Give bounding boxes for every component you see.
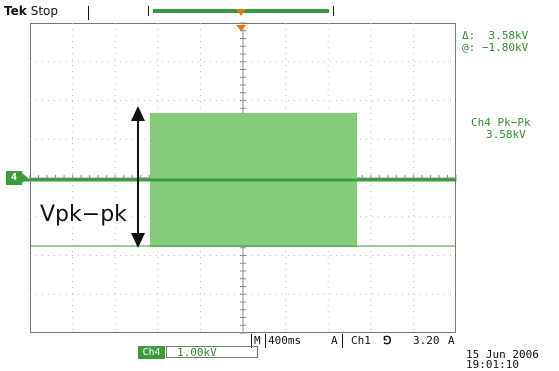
at-value: −1.80kV — [481, 41, 529, 54]
date-time-stamp: 15 Jun 2006 19:01:10 — [466, 348, 539, 371]
channel-volts-per-div[interactable]: 1.00kV — [166, 346, 258, 359]
brand-logo: Tek — [4, 4, 27, 18]
vpk-arrow-head-bottom — [131, 233, 145, 248]
trigger-level-units: A — [448, 334, 455, 347]
trigger-source[interactable]: Ch1 — [351, 334, 371, 347]
acquisition-state: Stop — [30, 4, 58, 18]
measurement-value: 3.58kV — [486, 128, 526, 141]
channel-badge[interactable]: Ch4 — [138, 346, 165, 359]
channel-4-ground-marker[interactable]: 4 — [6, 171, 28, 185]
trigger-level[interactable]: 3.20 — [413, 334, 440, 347]
trigger-slope-icon: ⅁ — [383, 334, 392, 347]
timebase-value[interactable]: 400ms — [268, 334, 302, 347]
delta-label: Δ: — [462, 29, 476, 42]
delta-value: 3.58kV — [488, 29, 529, 42]
status-divider — [251, 334, 252, 348]
cursor-delta-readout: Δ: 3.58kV — [462, 30, 528, 42]
header-separator — [88, 6, 89, 20]
time-text: 19:01:10 — [466, 358, 519, 371]
status-divider — [265, 334, 266, 348]
horizontal-mode: M — [254, 334, 261, 347]
trigger-letter: A — [331, 334, 338, 347]
brand-state: Tek Stop — [4, 4, 58, 18]
trigger-position-marker — [236, 9, 246, 16]
vpk-arrow-head-top — [131, 106, 145, 121]
status-divider — [342, 334, 343, 348]
at-label: @: — [462, 41, 476, 54]
vpk-annotation-label: Vpk−pk — [38, 202, 129, 227]
top-status-bar: Tek Stop — [0, 0, 559, 24]
measurement-title: Ch4 Pk−Pk — [471, 116, 531, 129]
cursor-at-readout: @: −1.80kV — [462, 42, 528, 54]
trigger-time-marker — [236, 25, 246, 31]
date-text: 15 Jun 2006 — [466, 348, 539, 361]
